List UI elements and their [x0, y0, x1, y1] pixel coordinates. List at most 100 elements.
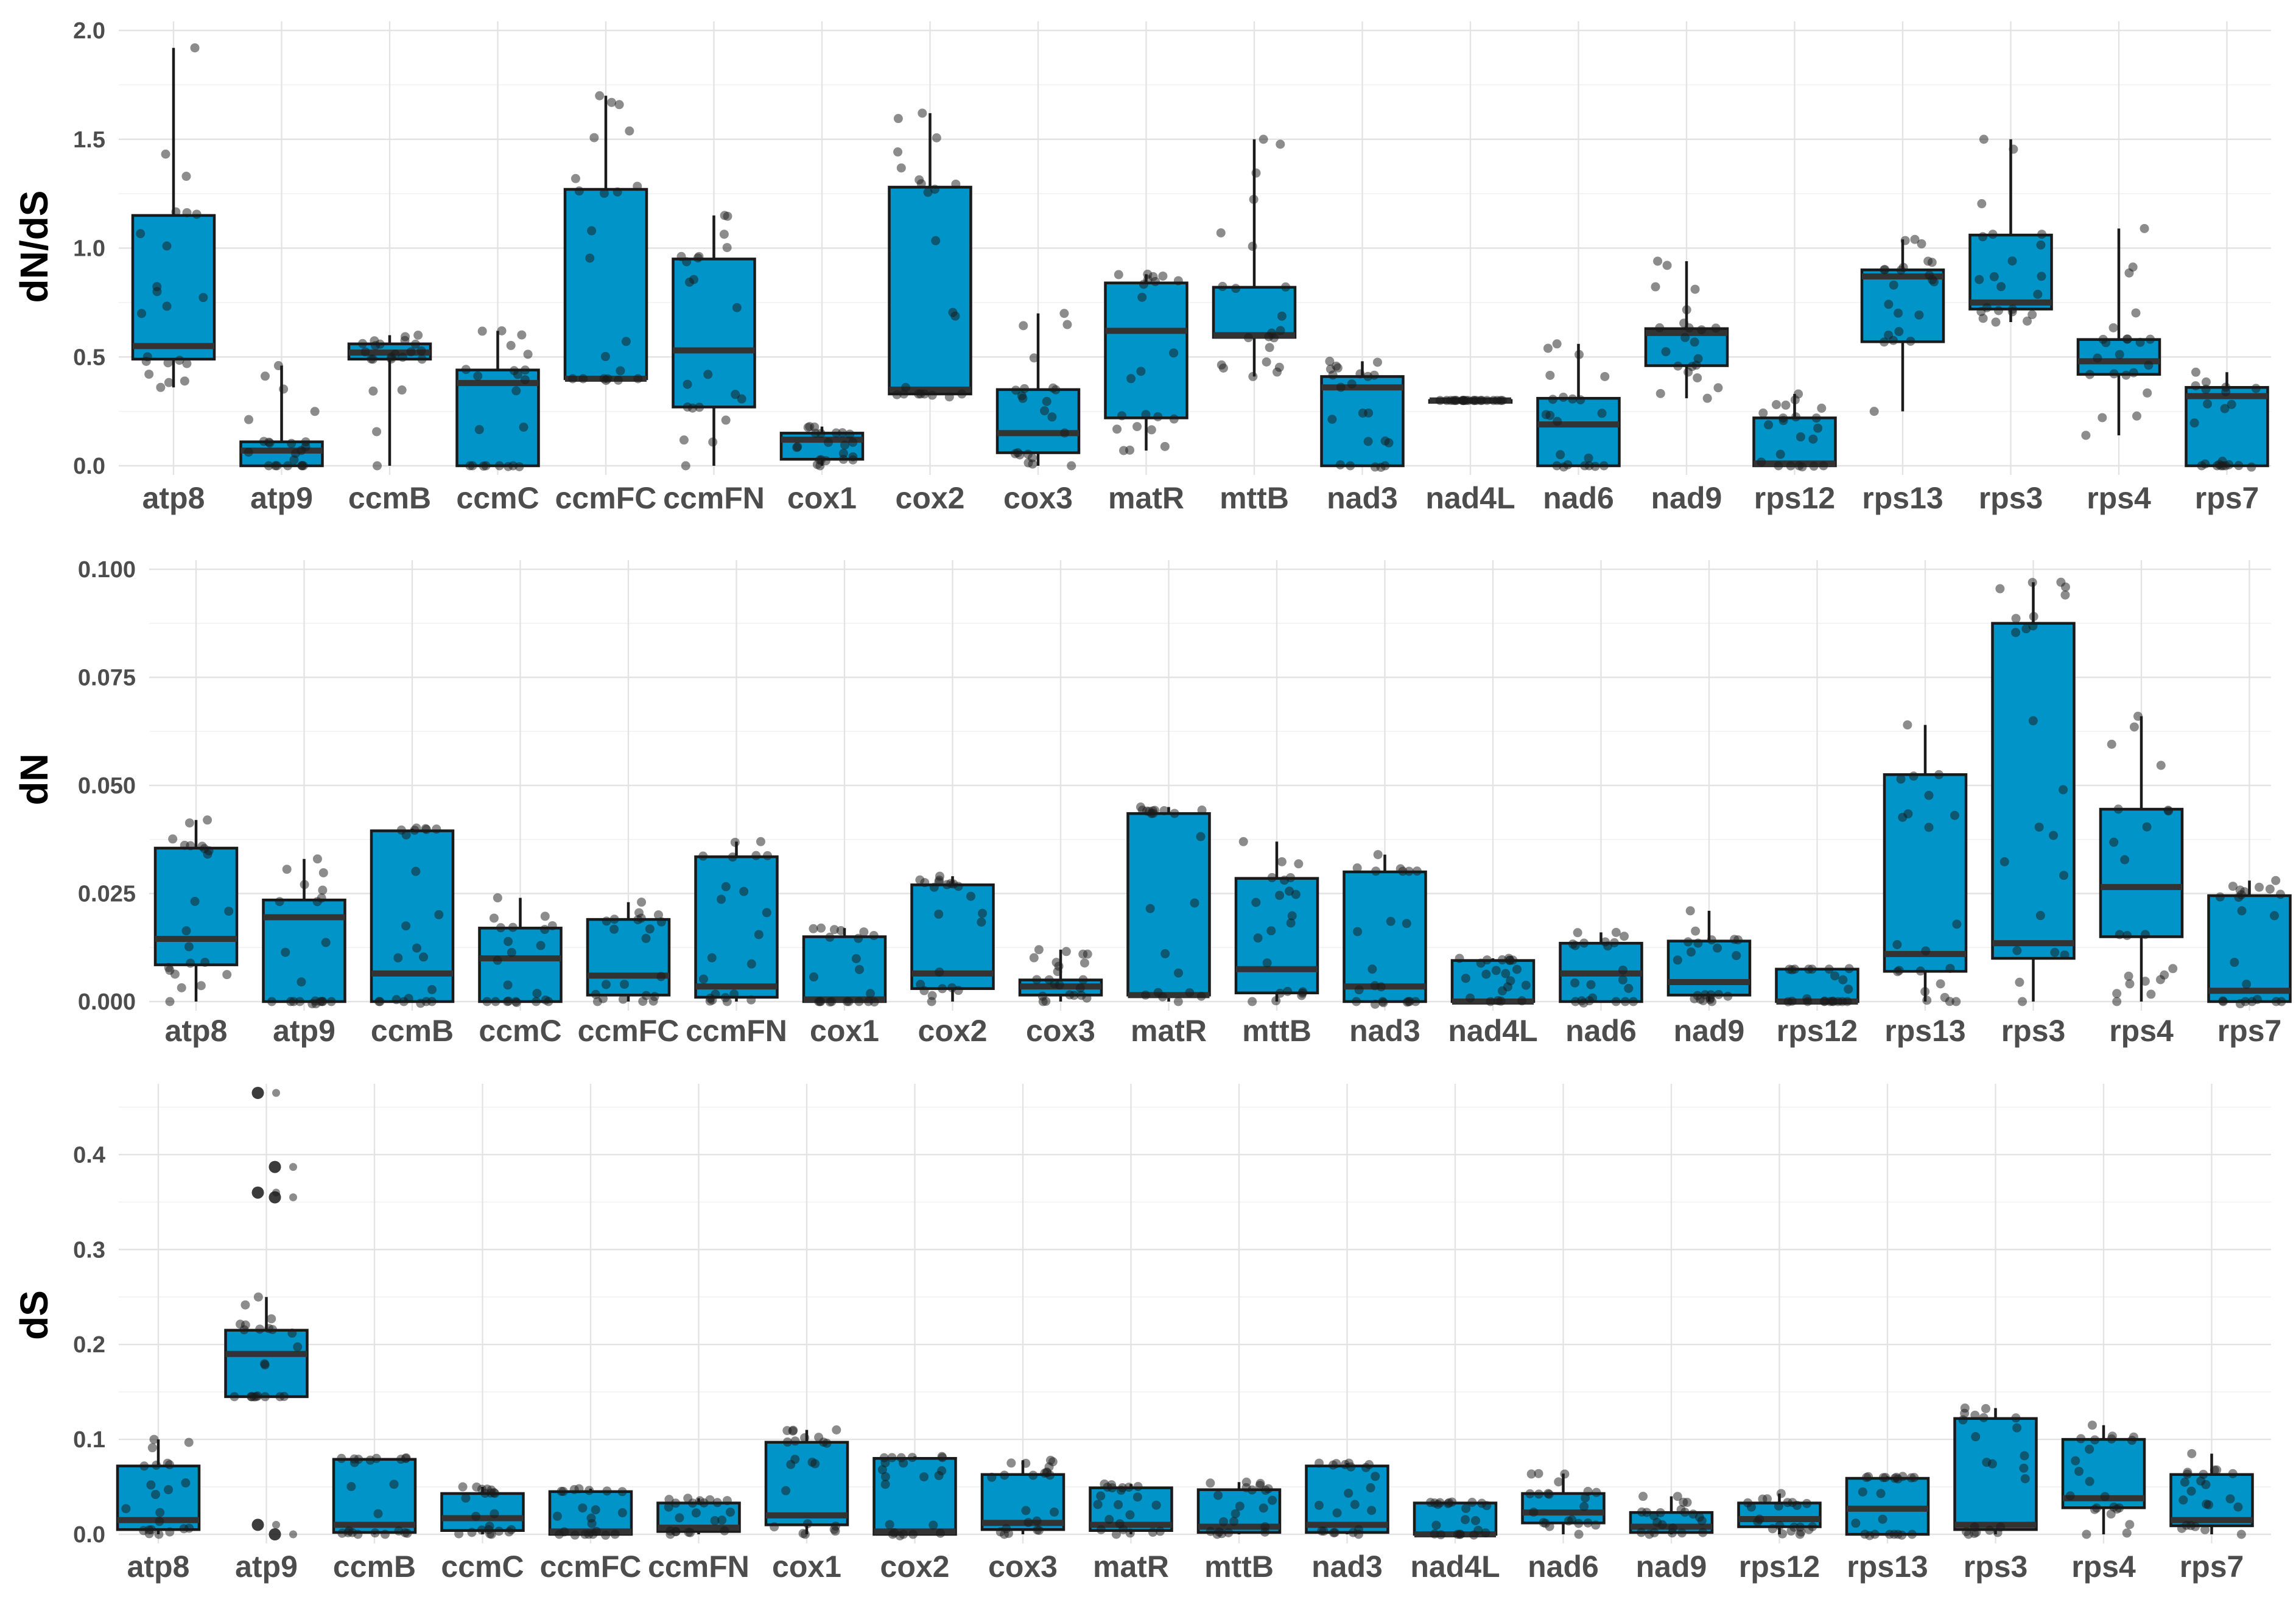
x-tick-label: atp9 — [273, 1014, 335, 1048]
data-point — [809, 924, 818, 933]
data-point — [2227, 399, 2236, 409]
data-point — [1255, 1480, 1265, 1490]
data-point — [810, 422, 820, 432]
data-point — [746, 959, 756, 969]
box-ccmC — [440, 1482, 525, 1539]
data-point — [1096, 1525, 1106, 1534]
x-tick-label: cox3 — [1026, 1014, 1095, 1048]
data-point — [574, 186, 584, 196]
data-point — [1253, 933, 1263, 943]
box-nad4L — [1428, 396, 1513, 406]
data-point — [2028, 716, 2038, 726]
box-ccmFN — [694, 837, 779, 1006]
data-point — [1141, 410, 1151, 420]
data-point — [880, 1472, 890, 1481]
data-point — [613, 375, 623, 385]
data-point — [547, 921, 557, 930]
data-point — [1327, 415, 1337, 424]
data-point — [831, 428, 841, 438]
data-point — [283, 461, 293, 471]
data-point — [410, 339, 420, 349]
box-nad6 — [1536, 339, 1621, 472]
data-point — [2191, 367, 2200, 377]
data-point — [2125, 1520, 2135, 1529]
data-point — [1620, 997, 1630, 1006]
data-point — [1786, 461, 1796, 471]
data-point — [1906, 336, 1915, 346]
data-point — [1224, 1528, 1234, 1537]
data-point — [1778, 416, 1788, 426]
data-point — [1267, 872, 1277, 882]
box-ccmFN — [672, 211, 756, 471]
data-point — [1262, 958, 1272, 968]
data-point — [198, 293, 208, 303]
data-point — [485, 1529, 495, 1539]
data-point — [373, 461, 382, 471]
data-point — [633, 915, 643, 925]
box-body — [440, 1492, 525, 1533]
data-point — [1583, 1518, 1593, 1528]
data-point — [966, 891, 975, 901]
data-point — [1567, 1515, 1577, 1525]
data-point — [653, 910, 663, 920]
data-point — [863, 997, 873, 1006]
data-point — [2239, 887, 2249, 897]
data-point — [532, 997, 541, 1006]
data-point — [2037, 272, 2046, 281]
data-point — [260, 1392, 270, 1402]
data-point — [2085, 370, 2094, 379]
box-atp8 — [116, 1434, 201, 1539]
data-point — [161, 149, 170, 159]
data-point — [2225, 1494, 2235, 1504]
data-point — [1781, 400, 1791, 410]
box-body — [1536, 396, 1621, 468]
data-point — [720, 992, 730, 1002]
data-point — [175, 356, 184, 365]
data-point — [887, 1453, 897, 1462]
data-point — [1545, 370, 1555, 380]
data-point — [181, 1478, 191, 1488]
data-point — [1774, 461, 1783, 471]
data-point — [1903, 720, 1912, 730]
x-tick-label: ccmC — [456, 481, 539, 515]
data-point — [722, 1496, 732, 1506]
data-point — [1979, 135, 1989, 144]
data-point — [1116, 1486, 1126, 1495]
data-point — [1552, 339, 1562, 349]
x-tick-label: cox3 — [1003, 481, 1073, 515]
box-body — [1953, 1417, 2038, 1531]
data-point — [721, 882, 731, 891]
data-point — [1813, 423, 1823, 433]
data-point — [1275, 988, 1285, 998]
data-point — [1925, 270, 1934, 280]
data-point — [326, 997, 336, 1006]
data-point — [1380, 461, 1390, 471]
data-point — [397, 385, 407, 395]
data-point — [616, 366, 625, 376]
x-tick-label: ccmB — [348, 481, 431, 515]
data-point — [877, 1465, 887, 1475]
x-tick-label: ccmFN — [663, 481, 765, 515]
data-point — [177, 983, 186, 992]
x-tick-label: ccmFC — [555, 481, 657, 515]
data-point — [1898, 262, 1908, 272]
data-point — [1050, 979, 1059, 989]
data-point — [1649, 1528, 1659, 1537]
data-point — [893, 114, 903, 124]
data-point — [840, 440, 849, 450]
data-point — [1505, 955, 1515, 965]
data-point — [493, 955, 502, 965]
data-point — [1396, 864, 1405, 874]
data-point — [1461, 974, 1470, 983]
data-point — [2036, 240, 2046, 250]
outlier-point — [272, 1520, 280, 1529]
data-point — [295, 997, 304, 1006]
data-point — [1525, 1489, 1535, 1498]
data-point — [222, 970, 232, 980]
data-point — [402, 1528, 412, 1538]
data-point — [1125, 1510, 1135, 1520]
data-point — [1667, 1528, 1677, 1538]
data-point — [272, 461, 282, 471]
data-point — [1797, 462, 1807, 472]
data-point — [1003, 1528, 1013, 1538]
